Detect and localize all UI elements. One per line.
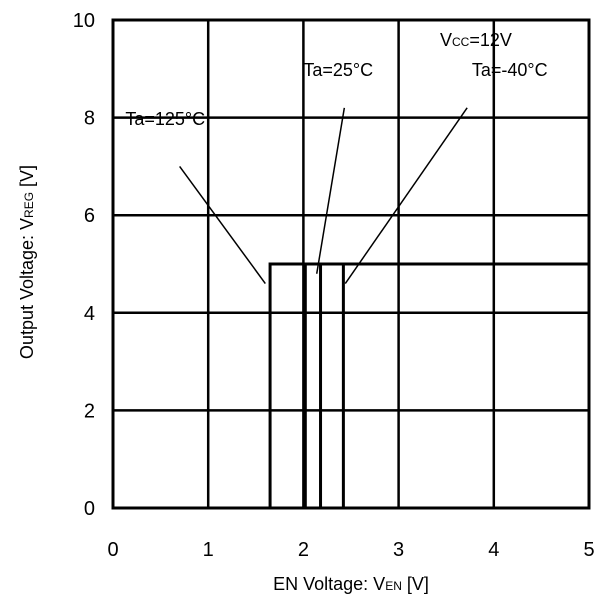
annotation-leader-line — [344, 107, 468, 284]
x-tick-label: 3 — [393, 539, 404, 561]
condition-label: VCC=12V — [440, 30, 512, 50]
condition-sub: CC — [452, 35, 470, 49]
x-tick-label: 0 — [107, 539, 118, 561]
plot-frame — [111, 18, 591, 510]
annotation-label: Ta=-40°C — [472, 60, 548, 80]
annotation-label: Ta=25°C — [303, 60, 373, 80]
x-axis-label: EN Voltage: VEN [V] — [273, 574, 429, 594]
condition-main: V — [440, 30, 452, 50]
annotation-leaders — [179, 107, 468, 284]
annotation-leader-line — [315, 107, 346, 274]
series-line — [113, 262, 589, 510]
y-axis-label-main: Output Voltage: V — [17, 218, 37, 359]
labels: Ta=125°C Ta=25°C Ta=-40°C VCC=12V 0 1 2 3 4 5 0 2 4 6… — [17, 10, 595, 594]
series-line — [113, 262, 589, 510]
y-axis-label: Output Voltage: VREG [V] — [17, 165, 37, 359]
x-axis-label-sub: EN — [385, 579, 402, 593]
series-line — [113, 262, 589, 510]
x-axis-label-unit: [V] — [402, 574, 429, 594]
condition-rest: =12V — [469, 30, 512, 50]
y-tick-label: 8 — [84, 108, 95, 130]
y-tick-label: 6 — [84, 205, 95, 227]
x-tick-label: 2 — [298, 539, 309, 561]
y-tick-label: 10 — [73, 10, 95, 32]
y-tick-label: 0 — [84, 498, 95, 520]
series-line — [113, 262, 589, 510]
y-axis-label-unit: [V] — [17, 165, 37, 192]
x-tick-label: 5 — [583, 539, 594, 561]
y-tick-label: 2 — [84, 400, 95, 422]
annotation-label: Ta=125°C — [125, 109, 205, 129]
x-tick-label: 4 — [488, 539, 499, 561]
x-axis-label-main: EN Voltage: V — [273, 574, 385, 594]
annotation-leader-line — [179, 165, 266, 284]
x-tick-label: 1 — [203, 539, 214, 561]
y-tick-label: 4 — [84, 303, 95, 325]
y-axis-label-sub: REG — [22, 192, 36, 218]
series-group — [113, 262, 589, 510]
